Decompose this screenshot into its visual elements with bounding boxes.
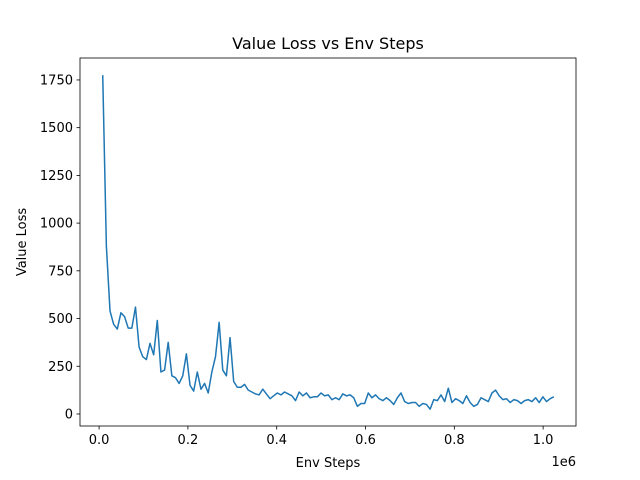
x-tick-label: 0.0	[89, 433, 110, 448]
x-tick-label: 0.2	[178, 433, 199, 448]
x-tick-label: 0.4	[266, 433, 287, 448]
x-tick-label: 0.6	[355, 433, 376, 448]
y-tick-label: 500	[48, 312, 73, 327]
axes-frame	[79, 57, 577, 427]
y-tick-label: 1750	[40, 73, 73, 88]
x-tick-label: 1.0	[533, 433, 554, 448]
y-axis-label: Value Loss	[15, 208, 30, 277]
data-line	[101, 75, 555, 410]
x-axis-label: Env Steps	[296, 456, 361, 471]
x-tick-label: 0.8	[444, 433, 465, 448]
y-tick-label: 0	[65, 407, 73, 422]
y-tick-label: 250	[48, 360, 73, 375]
y-tick-label: 750	[48, 264, 73, 279]
y-tick-label: 1000	[40, 217, 73, 232]
y-tick-label: 1500	[40, 121, 73, 136]
chart-title: Value Loss vs Env Steps	[232, 34, 424, 53]
x-offset-label: 1e6	[551, 455, 576, 470]
y-tick-label: 1250	[40, 169, 73, 184]
